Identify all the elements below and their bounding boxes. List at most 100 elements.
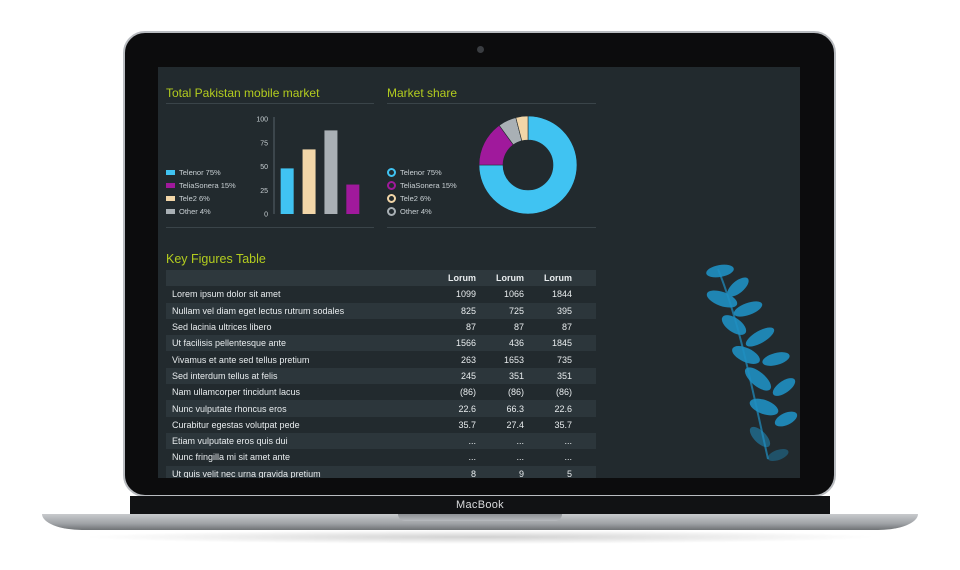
row-value: 8 — [470, 468, 476, 478]
legend-label: TeliaSonera 15% — [400, 181, 457, 190]
table-row: Nunc fringilla mi sit amet ante......... — [166, 449, 596, 466]
row-value: ... — [564, 436, 572, 447]
decorative-leaves — [706, 264, 798, 462]
legend-swatch — [166, 196, 175, 201]
row-value: 1566 — [455, 338, 476, 349]
legend-swatch — [166, 170, 175, 175]
row-value: 1099 — [455, 289, 476, 300]
table-row: Nam ullamcorper tincidunt lacus (86) (86) (… — [166, 384, 596, 401]
row-value: ... — [516, 436, 524, 447]
legend-item: Telenor 75% — [387, 166, 457, 179]
table-row: Sed lacinia ultrices libero 87 87 87 — [166, 318, 596, 336]
row-value: 87 — [513, 322, 524, 333]
row-label: Curabitur egestas volutpat pede — [172, 419, 300, 430]
row-label: Etiam vulputate eros quis dui — [172, 436, 288, 447]
bar-telenor — [280, 168, 294, 214]
row-label: Ut quis velit nec urna gravida pretium — [172, 468, 321, 478]
row-value: (86) — [459, 387, 476, 398]
table-row: Ut quis velit nec urna gravida pretium 8 9… — [166, 465, 596, 478]
table-title: Key Figures Table — [166, 252, 266, 266]
legend-swatch — [387, 194, 396, 203]
bar-panel-title: Total Pakistan mobile market — [166, 86, 320, 100]
bar-other — [324, 130, 338, 214]
row-value: 436 — [508, 338, 524, 349]
column-header: Lorum — [448, 273, 476, 284]
row-value: ... — [564, 452, 572, 463]
y-tick-label: 50 — [260, 164, 268, 171]
row-label: Vivamus et ante sed tellus pretium — [172, 354, 310, 365]
camera-icon — [477, 46, 484, 53]
table-row: Nunc vulputate rhoncus eros 22.6 66.3 22.6 — [166, 400, 596, 417]
table-row: Nullam vel diam eget lectus rutrum sodal… — [166, 302, 596, 319]
row-value: (86) — [555, 387, 572, 398]
slice-tele2 — [515, 115, 529, 142]
laptop-shadow — [80, 530, 880, 544]
row-value: 351 — [508, 370, 524, 381]
row-value: 35.7 — [458, 419, 476, 430]
table-row: Vivamus et ante sed tellus pretium 263 165… — [166, 351, 596, 368]
y-tick-label: 75 — [260, 140, 268, 147]
slice-telenor — [478, 115, 578, 215]
row-value: 825 — [460, 305, 476, 316]
legend-swatch — [166, 183, 175, 188]
dashboard-screen: Total Pakistan mobile market Telenor 75%… — [158, 67, 800, 478]
laptop-notch — [398, 514, 562, 521]
row-value: 735 — [556, 354, 572, 365]
row-value: 87 — [465, 322, 476, 333]
row-value: 87 — [561, 322, 572, 333]
brand-label: MacBook — [456, 499, 504, 511]
row-label: Ut facilisis pellentesque ante — [172, 338, 287, 349]
row-value: 9 — [518, 468, 524, 478]
legend-swatch — [387, 168, 396, 177]
bar-chart: 0 25 50 75 100 — [256, 117, 360, 219]
legend-label: Other 4% — [400, 207, 432, 216]
row-value: 5 — [566, 468, 572, 478]
legend-item: Other 4% — [387, 205, 457, 218]
pie-panel-rule-bottom — [387, 227, 596, 228]
row-value: 35.7 — [554, 419, 572, 430]
row-value: 245 — [460, 370, 476, 381]
legend-label: Telenor 75% — [179, 168, 221, 177]
row-label: Nunc vulputate rhoncus eros — [172, 403, 287, 414]
key-figures-table: Lorum Lorum Lorum Lorem ipsum dolor sit ame… — [166, 270, 596, 478]
row-label: Sed interdum tellus at felis — [172, 370, 278, 381]
table-row: Lorem ipsum dolor sit amet 1099 1066 1844 — [166, 286, 596, 303]
row-label: Nam ullamcorper tincidunt lacus — [172, 387, 301, 398]
table-row: Sed interdum tellus at felis 245 351 351 — [166, 367, 596, 385]
row-value: 22.6 — [458, 403, 476, 414]
row-value: ... — [468, 436, 476, 447]
legend-item: Other 4% — [166, 205, 236, 218]
row-value: 1845 — [551, 338, 572, 349]
row-value: 263 — [460, 354, 476, 365]
row-value: 351 — [556, 370, 572, 381]
donut-chart — [478, 115, 578, 215]
legend-item: Tele2 6% — [166, 192, 236, 205]
row-value: 1844 — [551, 289, 572, 300]
row-value: 1066 — [503, 289, 524, 300]
column-header: Lorum — [544, 273, 572, 284]
y-tick-label: 100 — [256, 117, 268, 124]
legend-label: Tele2 6% — [179, 194, 210, 203]
row-label: Lorem ipsum dolor sit amet — [172, 289, 281, 300]
legend-swatch — [387, 181, 396, 190]
bar-panel-rule-bottom — [166, 227, 374, 228]
pie-panel-title: Market share — [387, 86, 458, 100]
legend-item: TeliaSonera 15% — [166, 179, 236, 192]
table-row: Etiam vulputate eros quis dui......... — [166, 432, 596, 450]
legend-label: Other 4% — [179, 207, 211, 216]
row-value: ... — [516, 452, 524, 463]
bar-panel-rule — [166, 103, 374, 104]
legend-item: TeliaSonera 15% — [387, 179, 457, 192]
bar-teliasonera — [346, 184, 360, 214]
legend-label: Telenor 75% — [400, 168, 442, 177]
legend-item: Tele2 6% — [387, 192, 457, 205]
row-label: Sed lacinia ultrices libero — [172, 322, 272, 333]
pie-legend: Telenor 75% TeliaSonera 15% Tele2 6% Other … — [387, 166, 457, 218]
legend-swatch — [166, 209, 175, 214]
y-tick-label: 25 — [260, 188, 268, 195]
legend-label: Tele2 6% — [400, 194, 431, 203]
legend-label: TeliaSonera 15% — [179, 181, 236, 190]
legend-item: Telenor 75% — [166, 166, 236, 179]
row-value: 725 — [508, 305, 524, 316]
laptop-hinge — [130, 496, 830, 516]
